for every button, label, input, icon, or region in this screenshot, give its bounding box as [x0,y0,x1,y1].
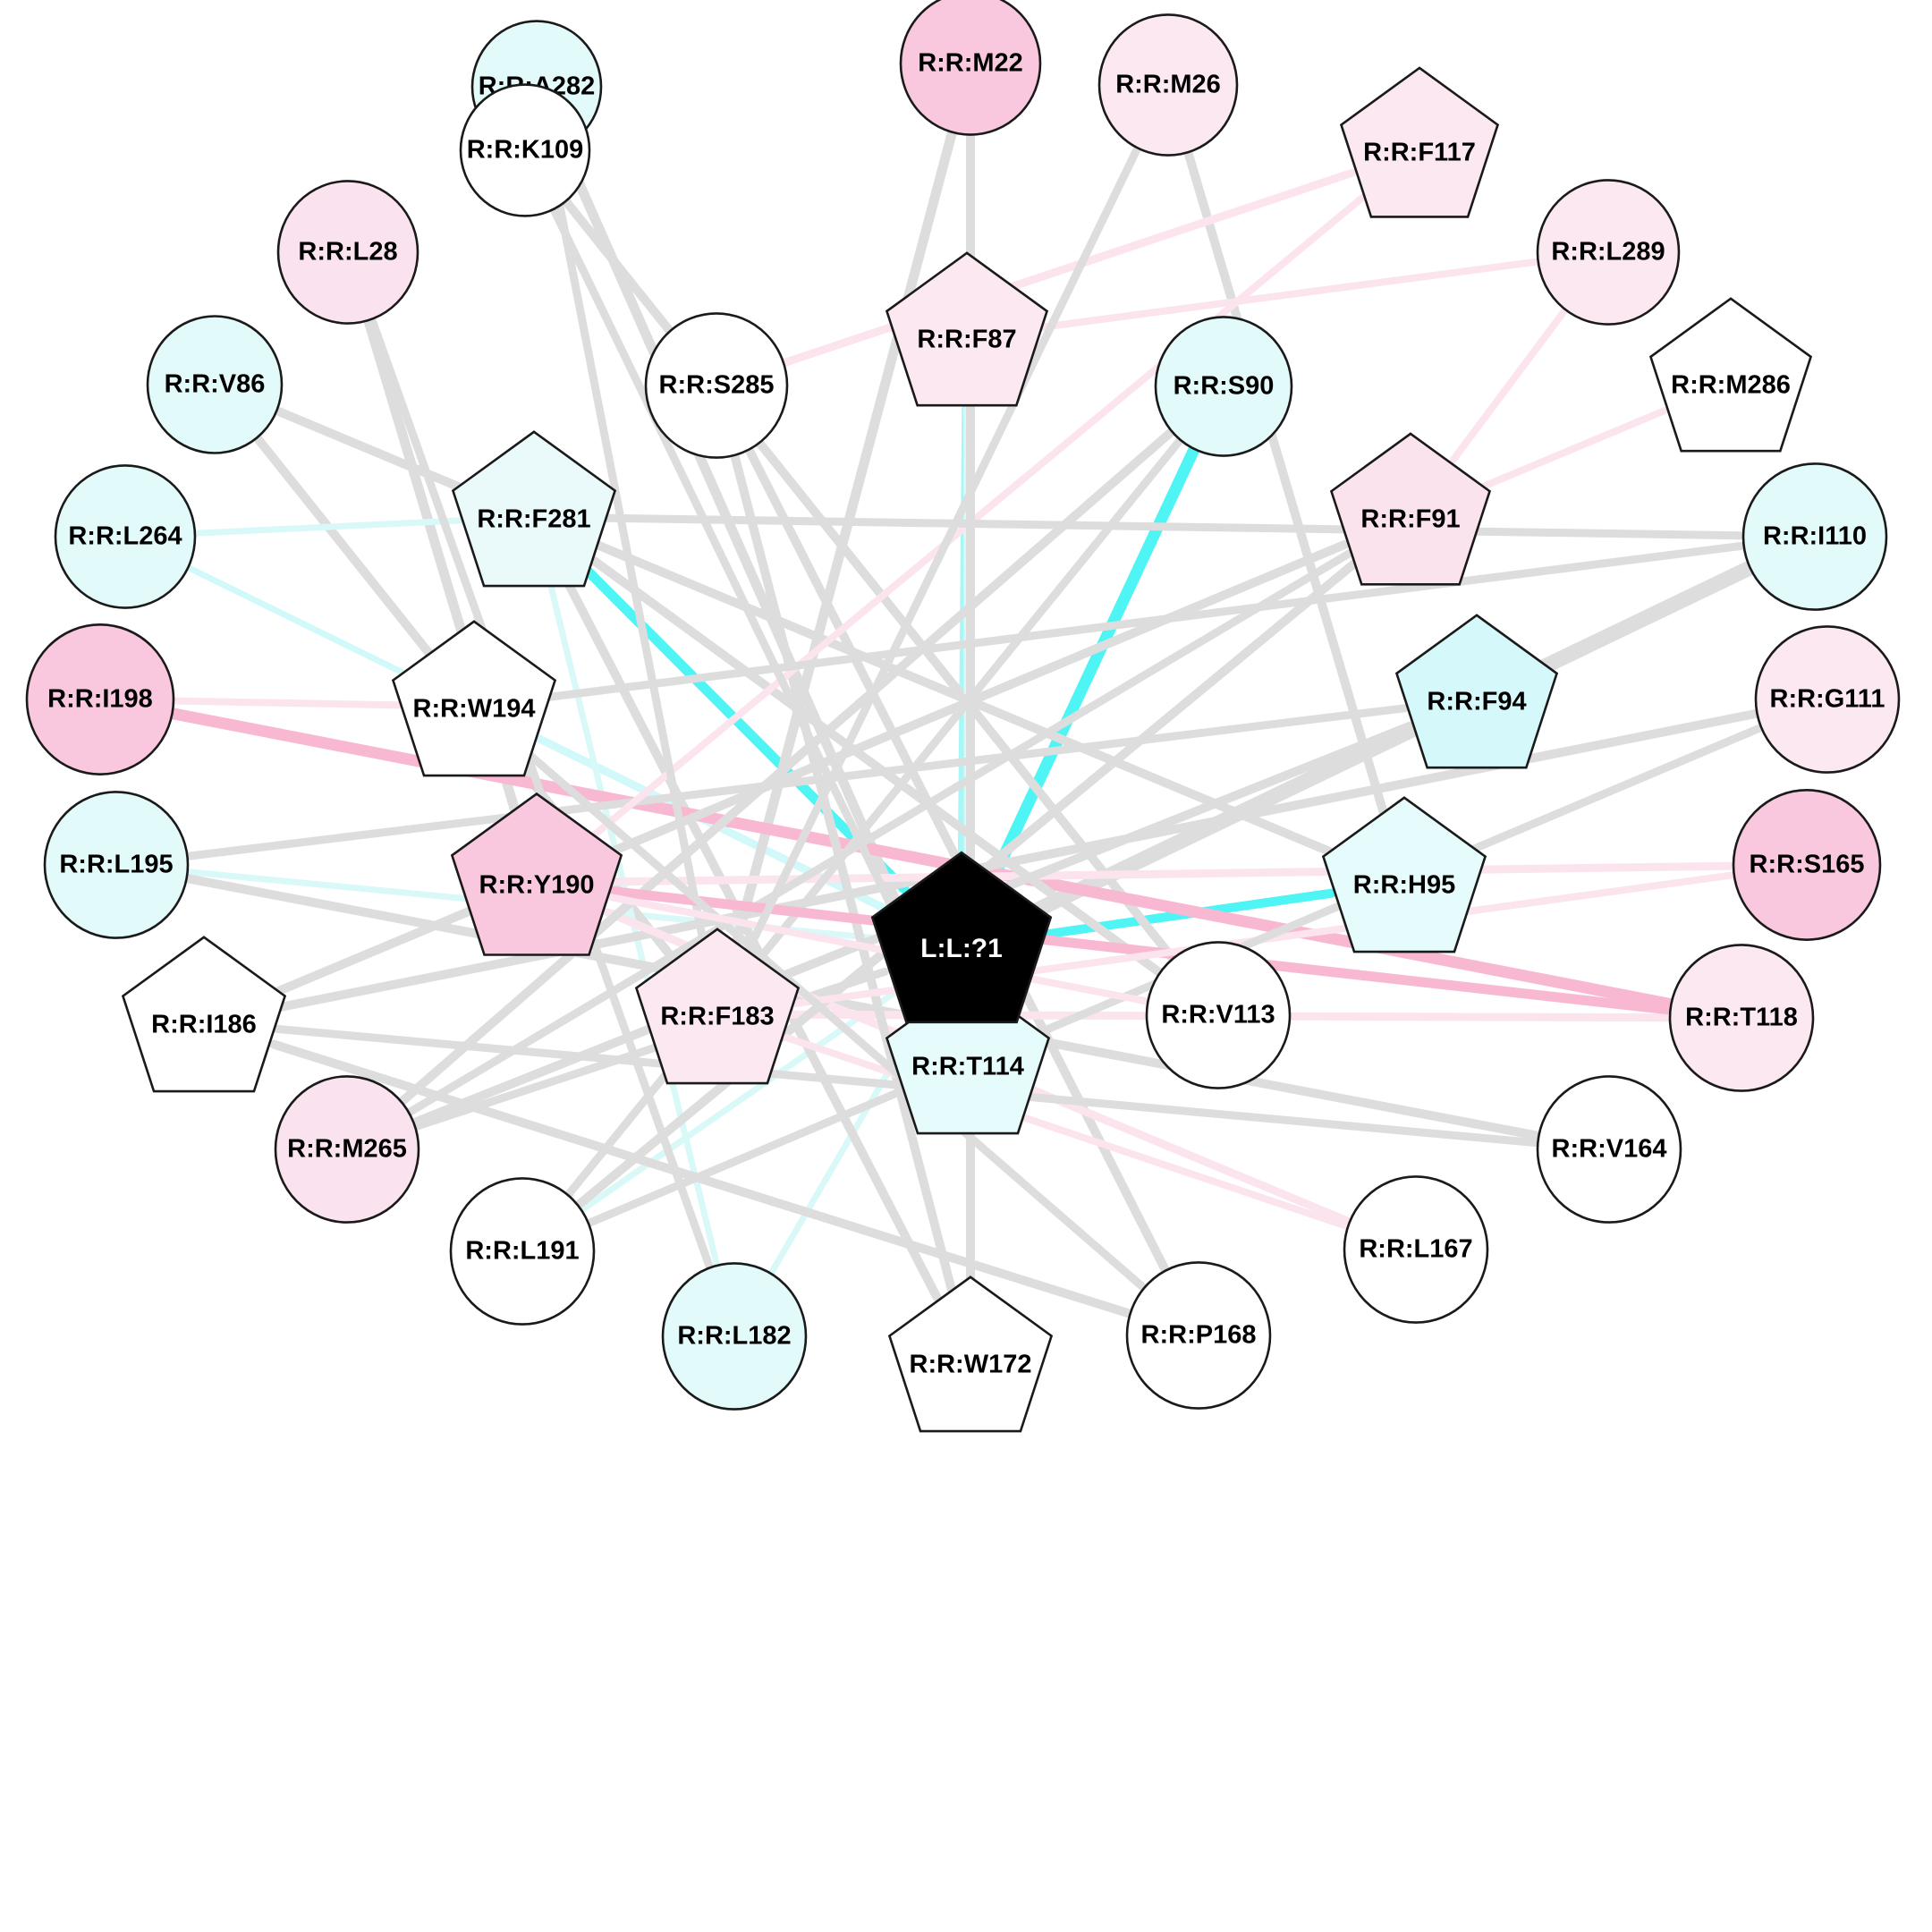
graph-edge [1026,557,1764,919]
graph-edge [745,138,1145,953]
graph-edge [392,422,1182,1111]
graph-node-l195[interactable]: R:R:L195 [43,791,190,939]
graph-edge [269,1039,1140,1320]
graph-node-t118[interactable]: R:R:T118 [1668,944,1815,1092]
graph-edge [774,168,1357,369]
graph-node-v86[interactable]: R:R:V86 [146,315,284,454]
node-pentagon[interactable] [1394,614,1559,769]
node-circle[interactable] [146,315,284,454]
node-circle[interactable] [449,1177,596,1326]
graph-node-s90[interactable]: R:R:S90 [1154,316,1293,457]
node-circle[interactable] [1741,462,1888,611]
graph-edge [603,513,1753,540]
graph-node-l191[interactable]: R:R:L191 [449,1177,596,1326]
graph-node-f281[interactable]: R:R:F281 [451,430,617,588]
graph-node-m22[interactable]: R:R:M22 [899,0,1042,136]
graph-edge [783,1034,1358,1233]
graph-edge [164,697,405,709]
node-circle[interactable] [1097,13,1239,157]
graph-edge [525,750,1153,1297]
graph-node-k109[interactable]: R:R:K109 [459,83,591,217]
graph-edge [1449,301,1573,463]
graph-edge [547,199,940,1003]
graph-edge [365,309,716,1279]
node-circle[interactable] [661,1262,808,1411]
node-circle[interactable] [1125,1261,1272,1410]
node-circle[interactable] [459,83,591,217]
graph-edge [544,140,708,947]
node-circle[interactable] [1536,1075,1682,1224]
graph-edge [399,549,1353,1120]
graph-node-l289[interactable]: R:R:L289 [1536,179,1681,326]
graph-edge [607,886,1682,1016]
graph-edge [728,444,957,1296]
graph-edge [557,191,1182,969]
node-circle[interactable] [43,791,190,939]
graph-edge [1472,407,1668,494]
graph-edge [186,517,464,538]
graph-edge [542,540,1754,702]
node-circle[interactable] [54,464,197,609]
graph-node-p168[interactable]: R:R:P168 [1125,1261,1272,1410]
node-pentagon[interactable] [1329,432,1492,586]
graph-node-m265[interactable]: R:R:M265 [274,1075,420,1224]
node-circle[interactable] [899,0,1042,136]
graph-node-g111[interactable]: R:R:G111 [1754,625,1901,774]
node-pentagon[interactable] [634,928,801,1085]
node-circle[interactable] [276,180,419,325]
node-pentagon[interactable] [450,792,623,956]
graph-node-h95[interactable]: R:R:H95 [1321,796,1487,953]
graph-node-v164[interactable]: R:R:V164 [1536,1075,1682,1224]
graph-edge [989,436,1203,879]
graph-node-f117[interactable]: R:R:F117 [1339,66,1500,218]
graph-node-m286[interactable]: R:R:M286 [1648,297,1813,453]
graph-edge [176,872,1549,1142]
node-pentagon[interactable] [887,1275,1054,1433]
graph-edge [177,704,1410,861]
node-circle[interactable] [1536,179,1681,326]
node-circle[interactable] [25,623,175,775]
node-circle[interactable] [1732,789,1882,941]
graph-node-v113[interactable]: R:R:V113 [1145,941,1292,1089]
graph-node-i198[interactable]: R:R:I198 [25,623,175,775]
graph-edge [267,403,1342,860]
graph-node-l182[interactable]: R:R:L182 [661,1262,808,1411]
graph-node-s165[interactable]: R:R:S165 [1732,789,1882,941]
node-pentagon[interactable] [121,936,287,1093]
node-circle[interactable] [1145,941,1292,1089]
graph-node-w172[interactable]: R:R:W172 [887,1275,1054,1433]
graph-node-m26[interactable]: R:R:M26 [1097,13,1239,157]
graph-edge [547,585,723,1276]
graph-edge [1035,257,1547,332]
node-pentagon[interactable] [451,430,617,588]
graph-node-l167[interactable]: R:R:L167 [1343,1175,1489,1324]
graph-edge [1182,140,1388,818]
graph-node-l264[interactable]: R:R:L264 [54,464,197,609]
node-pentagon[interactable] [1648,297,1813,453]
graph-edge [731,120,960,949]
node-pentagon[interactable] [1321,796,1487,953]
node-circle[interactable] [1668,944,1815,1092]
graph-node-f91[interactable]: R:R:F91 [1329,432,1492,586]
node-circle[interactable] [274,1075,420,1224]
node-pentagon[interactable] [885,251,1049,407]
graph-node-s285[interactable]: R:R:S285 [644,312,789,459]
node-pentagon[interactable] [870,851,1053,1024]
graph-node-i110[interactable]: R:R:I110 [1741,462,1888,611]
node-circle[interactable] [1154,316,1293,457]
graph-node-l28[interactable]: R:R:L28 [276,180,419,325]
node-pentagon[interactable] [1339,66,1500,218]
graph-node-f183[interactable]: R:R:F183 [634,928,801,1085]
node-pentagon[interactable] [391,620,557,777]
node-circle[interactable] [1343,1175,1489,1324]
graph-node-f94[interactable]: R:R:F94 [1394,614,1559,769]
node-circle[interactable] [644,312,789,459]
node-circle[interactable] [1754,625,1901,774]
graph-node-i186[interactable]: R:R:I186 [121,936,287,1093]
